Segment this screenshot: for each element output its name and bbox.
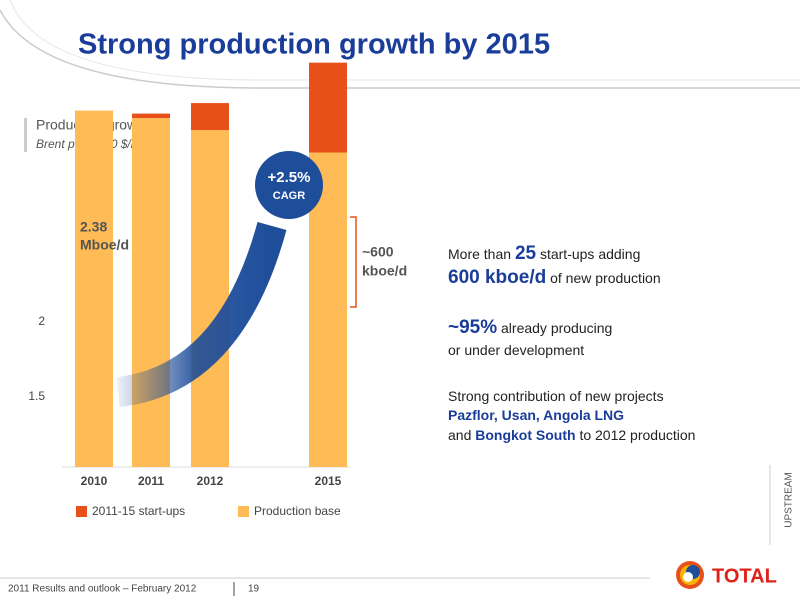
- growth-arrow: [116, 222, 287, 407]
- legend-label: 2011-15 start-ups: [92, 504, 185, 518]
- slide-title: Strong production growth by 2015: [78, 29, 550, 61]
- logo-text: TOTAL: [712, 565, 777, 587]
- logo-emblem: [676, 561, 704, 589]
- x-tick-label: 2011: [138, 474, 164, 488]
- highlight: ~95%: [448, 317, 498, 338]
- subtitle-bar: [24, 118, 27, 152]
- text: of new production: [546, 270, 661, 286]
- legend-label: Production base: [254, 504, 341, 518]
- text: Strong contribution of new projects: [448, 388, 664, 404]
- highlight: Bongkot South: [475, 427, 576, 443]
- text: More than: [448, 246, 515, 262]
- bullet: and Bongkot South to 2012 production: [448, 425, 695, 445]
- y-tick-label: 2: [38, 314, 45, 328]
- bullet: or under development: [448, 340, 584, 360]
- bullet: 600 kboe/d of new production: [448, 268, 661, 288]
- x-tick-label: 2012: [197, 474, 224, 488]
- bar-segment: [75, 110, 113, 467]
- y-tick-label: 1.5: [28, 389, 45, 403]
- header-curve: [9, 0, 800, 81]
- annotation: kboe/d: [362, 263, 407, 279]
- bar-segment: [132, 118, 170, 467]
- bracket: [350, 216, 357, 308]
- text: or under development: [448, 342, 585, 358]
- highlight: Pazflor, Usan, Angola LNG: [448, 407, 625, 423]
- bar-segment: [309, 62, 347, 153]
- cagr-value: +2.5%: [268, 169, 311, 186]
- bullet: More than 25 start-ups adding: [448, 244, 640, 264]
- text: already producing: [497, 320, 613, 336]
- footer-text: 2011 Results and outlook – February 2012: [8, 584, 197, 595]
- bar-segment: [132, 113, 170, 119]
- text: to 2012 production: [575, 427, 696, 443]
- text: start-ups adding: [536, 246, 641, 262]
- highlight: 600 kboe/d: [448, 267, 547, 288]
- cagr-label: CAGR: [273, 190, 305, 202]
- annotation: Mboe/d: [80, 237, 129, 253]
- annotation: 2.38: [80, 219, 107, 235]
- legend-swatch: [76, 506, 87, 517]
- page-number: 19: [248, 584, 260, 595]
- annotation: ~600: [362, 244, 394, 260]
- cagr-badge: [255, 151, 323, 219]
- bullet: Strong contribution of new projects: [448, 386, 664, 406]
- bullet: ~95% already producing: [448, 318, 612, 338]
- highlight: 25: [514, 243, 537, 264]
- bar-segment: [191, 130, 229, 468]
- bullet: Pazflor, Usan, Angola LNG: [448, 405, 624, 425]
- bars: [75, 62, 347, 468]
- x-tick-label: 2010: [81, 474, 108, 488]
- x-tick-label: 2015: [315, 474, 342, 488]
- text: and: [448, 427, 476, 443]
- bar-segment: [191, 103, 229, 131]
- side-label: UPSTREAM: [784, 472, 795, 528]
- header-curve: [0, 9, 800, 89]
- legend-swatch: [238, 506, 249, 517]
